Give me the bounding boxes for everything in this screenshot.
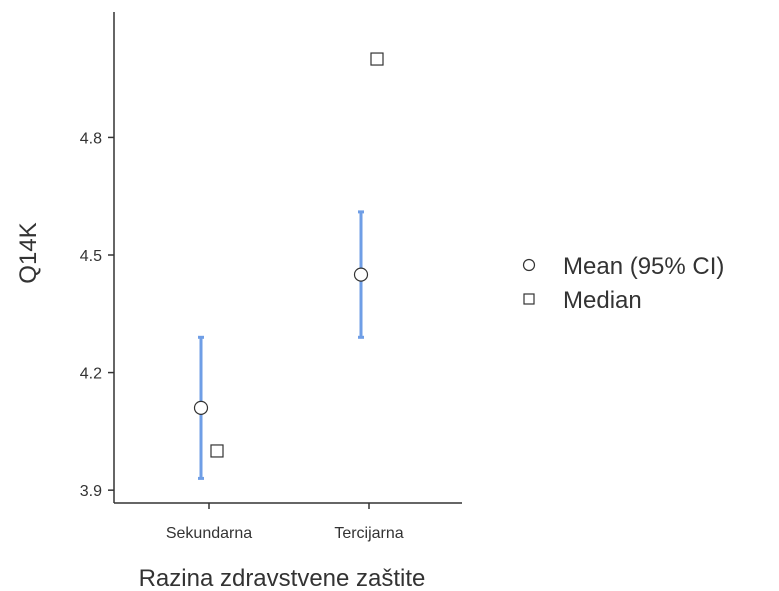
legend-mean-label: Mean (95% CI)	[563, 253, 724, 280]
legend-median-marker	[523, 293, 535, 305]
legend: Mean (95% CI) Median	[522, 253, 724, 314]
x-tick-label: Tercijarna	[334, 525, 403, 542]
y-tick-label: 4.5	[80, 248, 102, 265]
mean-point	[193, 400, 209, 415]
mean-point	[353, 267, 369, 282]
markers	[193, 52, 384, 458]
legend-mean-marker	[522, 258, 536, 272]
legend-median-label: Median	[563, 287, 642, 314]
x-axis-title: Razina zdravstvene zaštite	[139, 565, 426, 591]
median-point	[210, 444, 224, 458]
y-ticks: 3.9 4.2 4.5 4.8	[80, 130, 114, 500]
median-point	[370, 52, 384, 66]
y-axis-title: Q14K	[15, 222, 42, 283]
y-tick-label: 4.8	[80, 130, 102, 147]
y-tick-label: 3.9	[80, 483, 102, 500]
y-tick-label: 4.2	[80, 366, 102, 383]
x-tick-label: Sekundarna	[166, 525, 252, 542]
x-ticks: Sekundarna Tercijarna	[166, 503, 404, 542]
confidence-intervals	[198, 210, 364, 480]
